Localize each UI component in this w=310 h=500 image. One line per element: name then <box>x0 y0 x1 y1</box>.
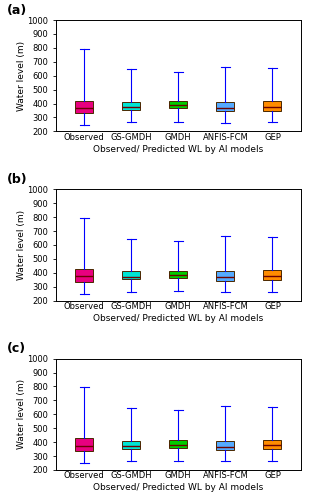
PathPatch shape <box>169 440 187 448</box>
X-axis label: Observed/ Predicted WL by AI models: Observed/ Predicted WL by AI models <box>93 144 264 154</box>
Y-axis label: Water level (m): Water level (m) <box>17 40 26 111</box>
PathPatch shape <box>264 440 281 449</box>
PathPatch shape <box>216 272 234 280</box>
PathPatch shape <box>75 102 93 112</box>
PathPatch shape <box>264 101 281 110</box>
PathPatch shape <box>75 269 93 282</box>
PathPatch shape <box>122 102 140 110</box>
PathPatch shape <box>216 441 234 450</box>
Text: (a): (a) <box>7 4 27 16</box>
Text: (b): (b) <box>7 173 28 186</box>
PathPatch shape <box>216 102 234 111</box>
PathPatch shape <box>169 271 187 278</box>
Y-axis label: Water level (m): Water level (m) <box>17 210 26 280</box>
PathPatch shape <box>264 270 281 280</box>
Y-axis label: Water level (m): Water level (m) <box>17 379 26 450</box>
PathPatch shape <box>75 438 93 451</box>
X-axis label: Observed/ Predicted WL by AI models: Observed/ Predicted WL by AI models <box>93 314 264 323</box>
Text: (c): (c) <box>7 342 26 355</box>
PathPatch shape <box>122 441 140 449</box>
PathPatch shape <box>122 272 140 279</box>
X-axis label: Observed/ Predicted WL by AI models: Observed/ Predicted WL by AI models <box>93 483 264 492</box>
PathPatch shape <box>169 101 187 108</box>
